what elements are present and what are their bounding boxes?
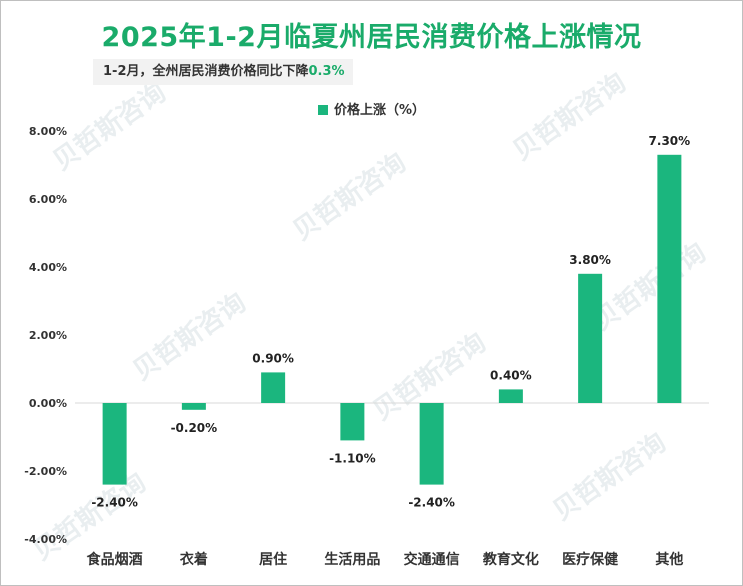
category-label: 食品烟酒 <box>87 551 143 568</box>
labels-layer: -2.40% 食品烟酒 -0.20% 衣着 0.90% 居住 -1.10% 生活用品 -2.40… <box>87 134 691 568</box>
category-label: 交通通信 <box>404 551 460 568</box>
watermark-text: 贝哲斯咨询 <box>547 427 671 527</box>
legend-label: 价格上涨（%） <box>333 103 426 118</box>
y-tick-label: 6.00% <box>29 193 67 206</box>
data-label: 7.30% <box>649 134 691 148</box>
watermark-text: 贝哲斯咨询 <box>127 287 251 387</box>
subtitle-text: 1-2月，全州居民消费价格同比下降 <box>103 64 309 79</box>
data-label: -2.40% <box>408 496 455 510</box>
chart-legend: 价格上涨（%） <box>1 99 742 118</box>
category-label: 生活用品 <box>324 551 380 568</box>
y-tick-label: -2.00% <box>24 465 67 478</box>
axes-layer: 8.00% 6.00% 4.00% 2.00% 0.00% -2.00% -4.00% <box>24 125 709 546</box>
data-label: 3.80% <box>569 253 611 267</box>
category-label: 衣着 <box>180 551 208 568</box>
subtitle-value: 0.3% <box>308 64 345 79</box>
bar <box>261 372 286 403</box>
category-label: 医疗保健 <box>562 551 618 568</box>
bar <box>102 403 127 485</box>
bar <box>578 273 603 403</box>
chart-title: 2025年1-2月临夏州居民消费价格上涨情况 <box>101 22 642 53</box>
bar <box>657 154 682 403</box>
y-tick-label: 2.00% <box>29 329 67 342</box>
data-label: -2.40% <box>91 496 138 510</box>
bar <box>419 403 444 485</box>
chart-subtitle: 1-2月，全州居民消费价格同比下降0.3% <box>93 59 353 85</box>
category-label: 居住 <box>259 551 287 568</box>
category-label: 其他 <box>655 551 683 568</box>
bar <box>181 403 206 410</box>
y-tick-label: -4.00% <box>24 533 67 546</box>
data-label: 0.90% <box>252 351 294 365</box>
y-tick-label: 8.00% <box>29 125 67 138</box>
data-label: -1.10% <box>329 451 376 465</box>
bar <box>340 403 365 441</box>
bars-layer <box>102 154 682 485</box>
y-tick-label: 0.00% <box>29 397 67 410</box>
data-label: -0.20% <box>171 421 218 435</box>
y-tick-label: 4.00% <box>29 261 67 274</box>
bar <box>498 389 523 403</box>
legend-swatch <box>317 105 328 115</box>
watermark-text: 贝哲斯咨询 <box>587 237 711 337</box>
data-label: 0.40% <box>490 368 532 382</box>
watermark-text: 贝哲斯咨询 <box>287 147 411 247</box>
category-label: 教育文化 <box>483 551 539 568</box>
